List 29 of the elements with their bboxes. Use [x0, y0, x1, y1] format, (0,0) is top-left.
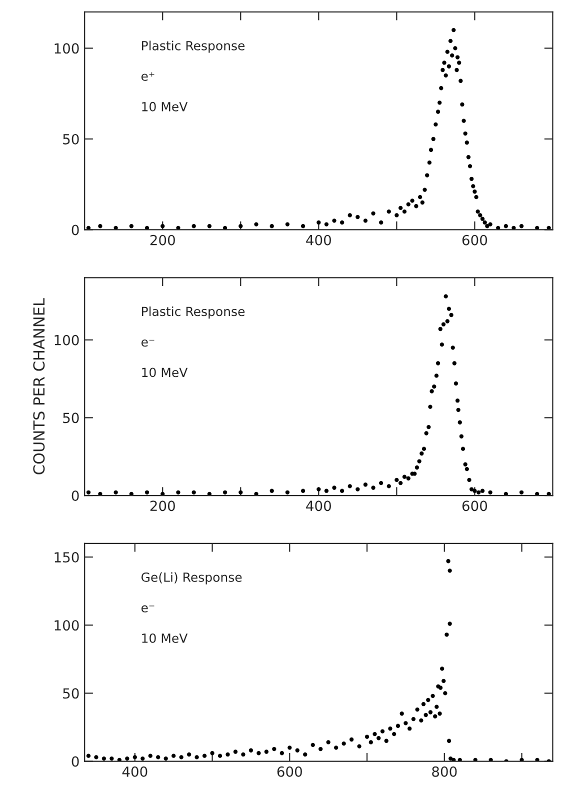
- y-tick-label: 100: [54, 620, 79, 631]
- annotation: Plastic Response: [142, 40, 245, 53]
- annotation: e⁻: [141, 605, 154, 612]
- annotation: e⁺: [141, 72, 154, 81]
- y-tick-label: 0: [72, 224, 79, 236]
- x-tick-label: 600: [277, 766, 302, 777]
- y-tick-label: 0: [72, 756, 79, 767]
- annotation: 10 MeV: [142, 368, 188, 378]
- x-tick-label: 600: [462, 500, 488, 512]
- y-axis-title: COUNTS PER CHANNEL: [33, 298, 45, 474]
- y-tick-label: 100: [54, 334, 79, 346]
- x-tick-label: 200: [150, 234, 175, 246]
- annotation: e⁻: [141, 339, 154, 347]
- x-tick-label: 400: [122, 766, 148, 777]
- annotation: Ge(Li) Response: [141, 572, 242, 584]
- annotation: Plastic Response: [142, 306, 245, 319]
- annotation: 10 MeV: [142, 633, 188, 643]
- y-tick-label: 0: [72, 490, 79, 501]
- x-tick-label: 400: [306, 500, 331, 512]
- y-tick-label: 50: [63, 412, 79, 424]
- annotation: 10 MeV: [142, 102, 188, 112]
- y-tick-label: 50: [63, 688, 79, 699]
- y-tick-label: 100: [54, 43, 79, 54]
- x-tick-label: 200: [150, 500, 175, 512]
- x-tick-label: 600: [462, 234, 488, 246]
- y-tick-label: 150: [54, 552, 79, 563]
- y-tick-label: 50: [63, 134, 79, 144]
- x-tick-label: 800: [432, 766, 457, 777]
- x-tick-label: 400: [306, 234, 331, 246]
